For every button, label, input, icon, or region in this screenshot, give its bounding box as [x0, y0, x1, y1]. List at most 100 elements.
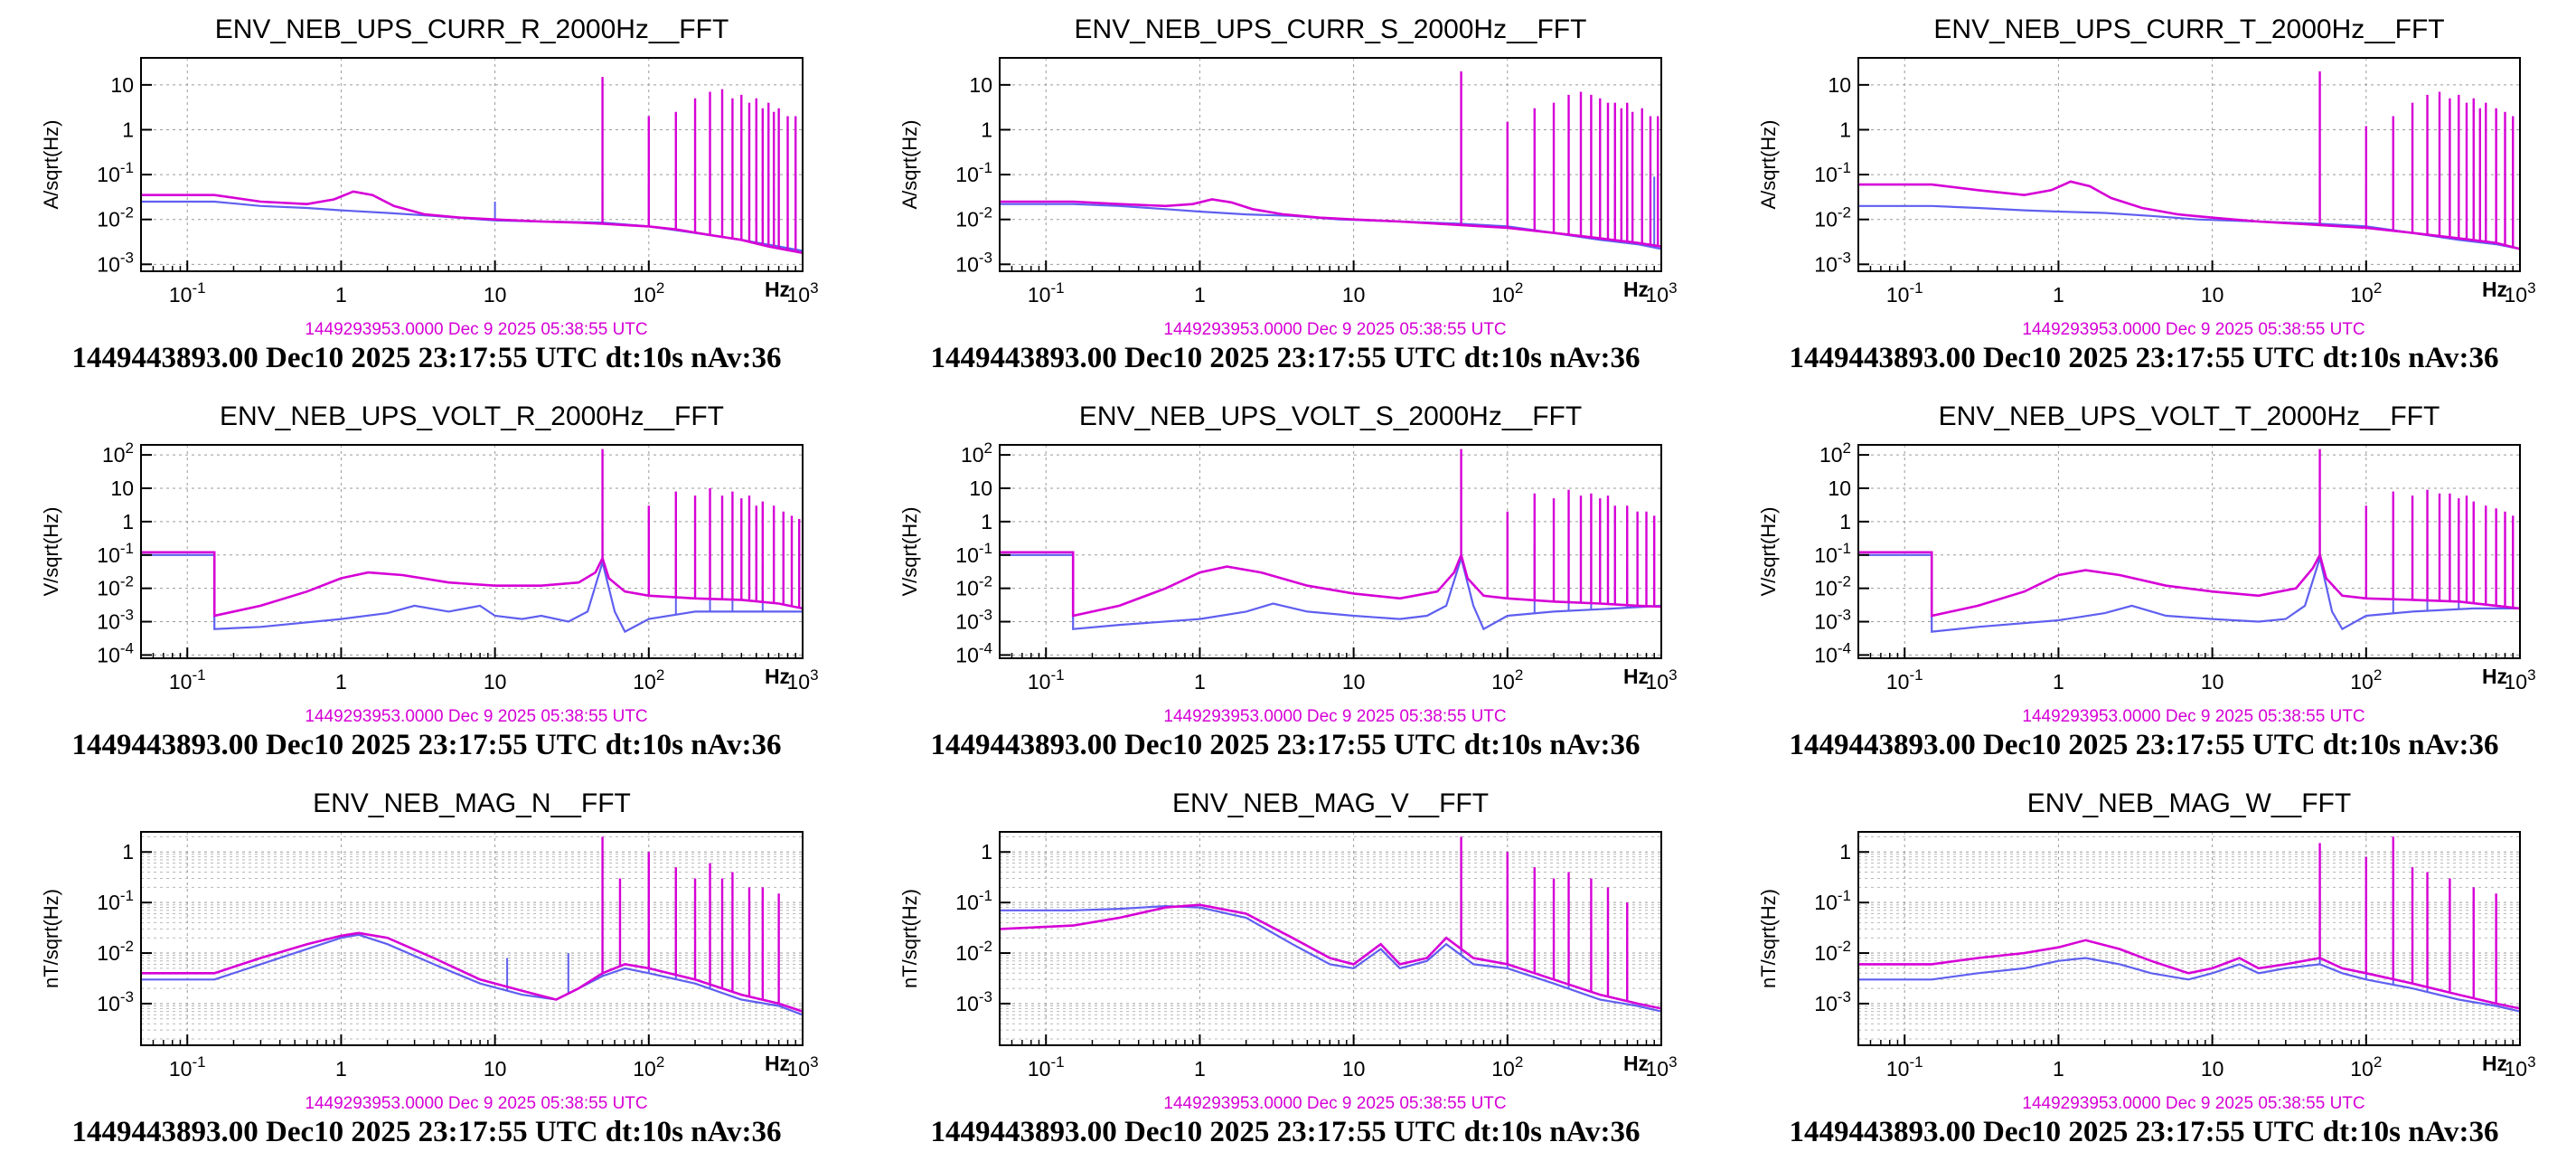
grid-lines	[141, 58, 804, 271]
x-tick-label: 1	[2053, 670, 2064, 694]
fft-plot: ENV_NEB_UPS_CURR_T_2000Hz__FFT A/sqrt(Hz)…	[1757, 14, 2536, 374]
x-tick-label: 10-1	[169, 279, 206, 307]
plot-frame	[140, 831, 804, 1046]
y-axis-label: nT/sqrt(Hz)	[1757, 889, 1780, 988]
x-axis-unit: Hz	[2482, 278, 2507, 301]
plot-title: ENV_NEB_MAG_V__FFT	[1172, 788, 1489, 818]
y-axis-label: A/sqrt(Hz)	[898, 120, 921, 210]
measurement-footer: 1449443893.00 Dec10 2025 23:17:55 UTC dt…	[931, 1116, 1641, 1148]
y-tick-label: 10-4	[955, 639, 992, 666]
fft-plot: ENV_NEB_MAG_W__FFT nT/sqrt(Hz) 10-1 1 10 102 1…	[1757, 788, 2536, 1148]
measurement-footer: 1449443893.00 Dec10 2025 23:17:55 UTC dt…	[931, 729, 1641, 761]
fft-plot: ENV_NEB_UPS_CURR_S_2000Hz__FFT A/sqrt(Hz)…	[898, 14, 1678, 374]
fft-panel-3: ENV_NEB_UPS_CURR_T_2000Hz__FFT A/sqrt(Hz)…	[1717, 0, 2576, 387]
measurement-footer: 1449443893.00 Dec10 2025 23:17:55 UTC dt…	[72, 1116, 782, 1148]
reference-timestamp: 1449293953.0000 Dec 9 2025 05:38:55 UTC	[2022, 707, 2364, 726]
x-axis-unit: Hz	[2482, 665, 2507, 688]
y-tick-label: 10-1	[955, 540, 992, 567]
x-tick-label: 10	[484, 670, 507, 694]
grid-lines	[1858, 445, 2521, 658]
grid-lines	[1858, 832, 2521, 1045]
current-trace	[141, 553, 803, 634]
x-tick-label: 103	[786, 1053, 818, 1081]
y-tick-label: 10-3	[955, 607, 992, 634]
plot-frame	[999, 57, 1662, 272]
y-tick-label: 10-3	[955, 988, 992, 1015]
fft-panel-9: ENV_NEB_MAG_W__FFT nT/sqrt(Hz) 10-1 1 10 102 1…	[1717, 774, 2576, 1161]
x-tick-label: 10	[1342, 670, 1366, 694]
x-tick-label: 1	[1194, 283, 1206, 307]
y-tick-label: 10-3	[97, 607, 134, 634]
fft-plot: ENV_NEB_MAG_N__FFT nT/sqrt(Hz) 10-1 1 10 102 1…	[40, 788, 819, 1148]
x-tick-label: 103	[2504, 666, 2535, 694]
plot-frame	[1857, 444, 2521, 659]
y-axis-label: A/sqrt(Hz)	[40, 120, 62, 210]
y-axis-label: nT/sqrt(Hz)	[898, 889, 921, 988]
x-axis-unit: Hz	[2482, 1052, 2507, 1075]
measurement-footer: 1449443893.00 Dec10 2025 23:17:55 UTC dt…	[931, 342, 1641, 374]
x-tick-label: 102	[633, 666, 664, 694]
y-tick-label: 10-3	[1814, 249, 1851, 276]
x-tick-label: 10-1	[1028, 279, 1065, 307]
fft-plot: ENV_NEB_MAG_V__FFT nT/sqrt(Hz) 10-1 1 10 102 1…	[898, 788, 1678, 1148]
x-tick-label: 102	[2350, 1053, 2382, 1081]
x-tick-label: 102	[1491, 1053, 1523, 1081]
x-tick-label: 102	[633, 1053, 664, 1081]
grid-lines	[141, 445, 804, 658]
y-tick-label: 1	[981, 118, 992, 141]
x-axis-unit: Hz	[1623, 1052, 1649, 1075]
reference-timestamp: 1449293953.0000 Dec 9 2025 05:38:55 UTC	[1163, 320, 1506, 339]
y-tick-label: 10-1	[97, 540, 134, 567]
x-tick-label: 103	[1645, 1053, 1677, 1081]
current-trace	[1000, 203, 1661, 250]
y-axis-label: V/sqrt(Hz)	[40, 507, 62, 597]
y-tick-label: 10	[969, 73, 992, 97]
x-tick-label: 10	[1342, 283, 1366, 307]
measurement-footer: 1449443893.00 Dec10 2025 23:17:55 UTC dt…	[72, 729, 782, 761]
x-axis-unit: Hz	[1623, 278, 1649, 301]
current-trace	[1858, 553, 2520, 633]
y-tick-label: 1	[1839, 510, 1851, 533]
fft-panel-5: ENV_NEB_UPS_VOLT_S_2000Hz__FFT V/sqrt(Hz)…	[859, 387, 1717, 774]
x-tick-label: 103	[786, 666, 818, 694]
y-tick-label: 10-4	[1814, 639, 1851, 666]
y-axis-label: A/sqrt(Hz)	[1757, 120, 1780, 210]
plot-title: ENV_NEB_UPS_CURR_S_2000Hz__FFT	[1075, 14, 1587, 44]
x-tick-label: 1	[335, 283, 347, 307]
x-tick-label: 102	[2350, 279, 2382, 307]
x-tick-label: 1	[2053, 1057, 2064, 1081]
x-tick-label: 1	[335, 670, 347, 694]
y-tick-label: 10	[1828, 477, 1851, 500]
x-tick-label: 10-1	[1886, 1053, 1923, 1081]
plot-title: ENV_NEB_UPS_VOLT_T_2000Hz__FFT	[1939, 401, 2440, 431]
fft-panel-6: ENV_NEB_UPS_VOLT_T_2000Hz__FFT V/sqrt(Hz)…	[1717, 387, 2576, 774]
reference-timestamp: 1449293953.0000 Dec 9 2025 05:38:55 UTC	[2022, 1094, 2364, 1113]
x-axis-unit: Hz	[765, 278, 790, 301]
x-tick-label: 10	[484, 283, 507, 307]
x-tick-label: 10-1	[1886, 279, 1923, 307]
y-tick-label: 10-3	[97, 988, 134, 1015]
x-tick-label: 10-1	[1028, 1053, 1065, 1081]
fft-plot: ENV_NEB_UPS_VOLT_R_2000Hz__FFT V/sqrt(Hz)…	[40, 401, 819, 761]
reference-trace	[1858, 551, 2520, 618]
grid-lines	[1858, 58, 2521, 271]
y-tick-label: 10-2	[955, 204, 992, 231]
fft-plot: ENV_NEB_UPS_VOLT_S_2000Hz__FFT V/sqrt(Hz)…	[898, 401, 1678, 761]
current-trace	[141, 200, 803, 252]
reference-timestamp: 1449293953.0000 Dec 9 2025 05:38:55 UTC	[1163, 707, 1506, 726]
y-tick-label: 10-2	[955, 573, 992, 600]
x-tick-label: 103	[1645, 666, 1677, 694]
reference-trace	[141, 190, 803, 254]
x-tick-label: 103	[2504, 279, 2535, 307]
x-tick-label: 103	[1645, 279, 1677, 307]
y-tick-label: 10-3	[1814, 988, 1851, 1015]
reference-trace	[1858, 939, 2520, 1010]
y-tick-label: 102	[1819, 439, 1851, 467]
plot-title: ENV_NEB_MAG_N__FFT	[313, 788, 631, 818]
x-tick-label: 10-1	[169, 1053, 206, 1081]
y-axis-label: V/sqrt(Hz)	[1757, 507, 1780, 597]
plot-title: ENV_NEB_UPS_CURR_T_2000Hz__FFT	[1933, 14, 2444, 44]
y-tick-label: 10-2	[1814, 938, 1851, 965]
y-tick-label: 10-2	[97, 938, 134, 965]
